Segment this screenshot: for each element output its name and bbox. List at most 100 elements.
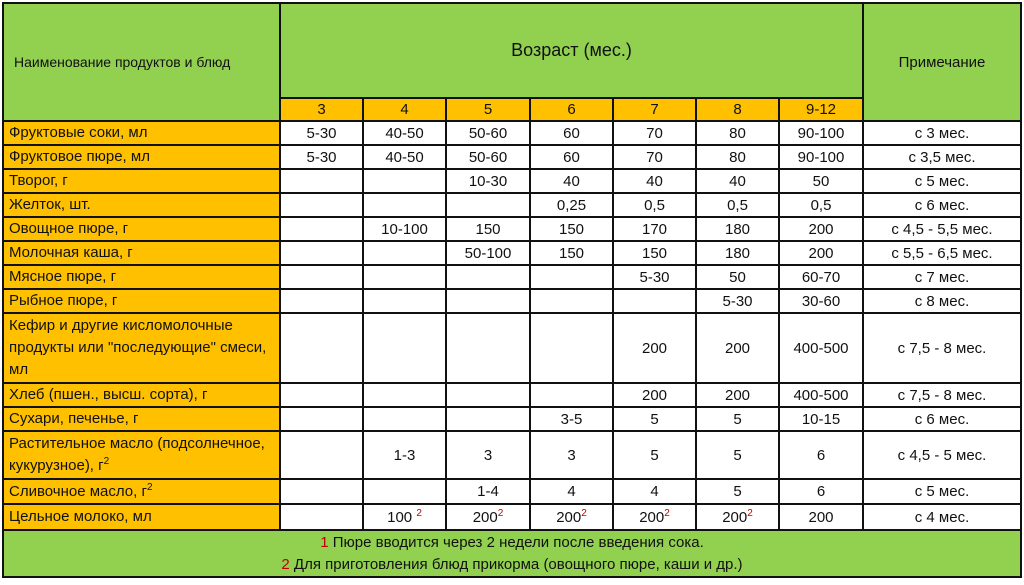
value-text: 90-100: [797, 124, 845, 142]
value-cell: 4: [612, 478, 697, 505]
value-cell: [279, 478, 364, 505]
month-header: 7: [612, 97, 697, 122]
value-text: 150: [475, 220, 501, 238]
value-text: 5: [650, 410, 659, 428]
table-row: Сухари, печенье, г 3-5 5 5 10-15 с 6 мес.: [2, 406, 1022, 432]
value-text: 50: [812, 172, 830, 190]
value-cell: [445, 288, 531, 314]
product-name: Сухари, печенье, г: [9, 410, 139, 427]
value-text: 50-60: [468, 148, 508, 166]
value-cell: 2002: [445, 503, 531, 531]
value-cell: 2002: [529, 503, 614, 531]
value-cell: 60: [529, 120, 614, 146]
note-cell: с 4,5 - 5,5 мес.: [862, 216, 1022, 242]
value-cell: 2002: [695, 503, 780, 531]
value-text: 10-30: [468, 172, 508, 190]
value-cell: 90-100: [778, 120, 864, 146]
product-name-cell: Сливочное масло, г2: [2, 478, 281, 505]
value-cell: 4: [529, 478, 614, 505]
value-cell: 5: [695, 406, 780, 432]
footnote: 1 Пюре вводится через 2 недели после вве…: [2, 529, 1022, 554]
value-cell: [362, 382, 447, 408]
table-row: Молочная каша, г 50-100 150 150 180 200 с 5,5 …: [2, 240, 1022, 266]
value-cell: 0,5: [695, 192, 780, 218]
value-cell: [362, 312, 447, 384]
value-cell: 50: [778, 168, 864, 194]
value-cell: 5: [612, 406, 697, 432]
value-text: 180: [724, 220, 751, 238]
value-text: 50: [729, 268, 746, 286]
value-text: 80: [729, 148, 746, 166]
value-text: 80: [729, 124, 746, 142]
value-cell: [445, 382, 531, 408]
value-cell: 90-100: [778, 144, 864, 170]
value-cell: 30-60: [778, 288, 864, 314]
value-cell: 6: [778, 478, 864, 505]
value-text: 170: [641, 220, 668, 238]
note-cell: с 6 мес.: [862, 192, 1022, 218]
month-header: 3: [279, 97, 364, 122]
value-text: 40: [563, 172, 580, 190]
footnote-row: 1 Пюре вводится через 2 недели после вве…: [2, 529, 1022, 554]
value-cell: 6: [778, 430, 864, 480]
footnote-ref: 2: [747, 507, 753, 519]
footnote-ref: 2: [497, 507, 504, 519]
value-cell: [362, 240, 447, 266]
value-cell: 10-100: [362, 216, 447, 242]
value-text: 4: [567, 483, 576, 500]
value-cell: 50-60: [445, 120, 531, 146]
value-cell: 3-5: [529, 406, 614, 432]
value-cell: 40-50: [362, 144, 447, 170]
value-cell: 1-4: [445, 478, 531, 505]
value-cell: [529, 264, 614, 290]
value-cell: 40: [612, 168, 697, 194]
value-text: 90-100: [797, 148, 845, 166]
value-text: 5: [733, 410, 742, 428]
value-text: 4: [650, 483, 659, 500]
value-cell: 80: [695, 144, 780, 170]
value-cell: [445, 264, 531, 290]
value-cell: [279, 264, 364, 290]
note-cell: с 7,5 - 8 мес.: [862, 382, 1022, 408]
value-cell: [362, 192, 447, 218]
value-cell: 40: [529, 168, 614, 194]
value-cell: 180: [695, 216, 780, 242]
table-row: Фруктовое пюре, мл 5-30 40-50 50-60 60 70 80 90…: [2, 144, 1022, 170]
value-cell: 3: [529, 430, 614, 480]
product-name: Творог, г: [9, 172, 68, 189]
value-cell: 60-70: [778, 264, 864, 290]
footnote-text: Пюре вводится через 2 недели после введе…: [328, 533, 704, 551]
value-cell: [529, 382, 614, 408]
product-name-cell: Сухари, печенье, г: [2, 406, 281, 432]
value-text: 200: [724, 386, 751, 404]
note-column-header: Примечание: [862, 2, 1022, 122]
value-cell: [445, 312, 531, 384]
value-text: 200: [556, 508, 582, 526]
value-text: 400-500: [793, 386, 849, 404]
value-cell: [362, 288, 447, 314]
value-cell: [445, 406, 531, 432]
footnote-ref: 2: [416, 507, 422, 519]
value-cell: 40: [695, 168, 780, 194]
value-cell: [279, 312, 364, 384]
value-cell: [279, 288, 364, 314]
value-text: 10-15: [801, 410, 841, 428]
value-text: 400-500: [793, 339, 849, 357]
value-cell: 5-30: [279, 120, 364, 146]
note-cell: с 6 мес.: [862, 406, 1022, 432]
table-row: Хлеб (пшен., высш. сорта), г 200 200 400-50…: [2, 382, 1022, 408]
value-cell: 150: [529, 240, 614, 266]
table-row: Кефир и другие кисломолочные продукты ил…: [2, 312, 1022, 384]
value-cell: 200: [695, 312, 780, 384]
value-text: 150: [641, 244, 668, 262]
product-name-cell: Молочная каша, г: [2, 240, 281, 266]
table-row: Растительное масло (подсолнечное, кукуру…: [2, 430, 1022, 480]
product-name-cell: Фруктовые соки, мл: [2, 120, 281, 146]
value-cell: 5-30: [612, 264, 697, 290]
value-text: 5-30: [722, 292, 753, 310]
month-header: 6: [529, 97, 614, 122]
value-text: 50-100: [464, 244, 512, 262]
value-cell: 50-60: [445, 144, 531, 170]
